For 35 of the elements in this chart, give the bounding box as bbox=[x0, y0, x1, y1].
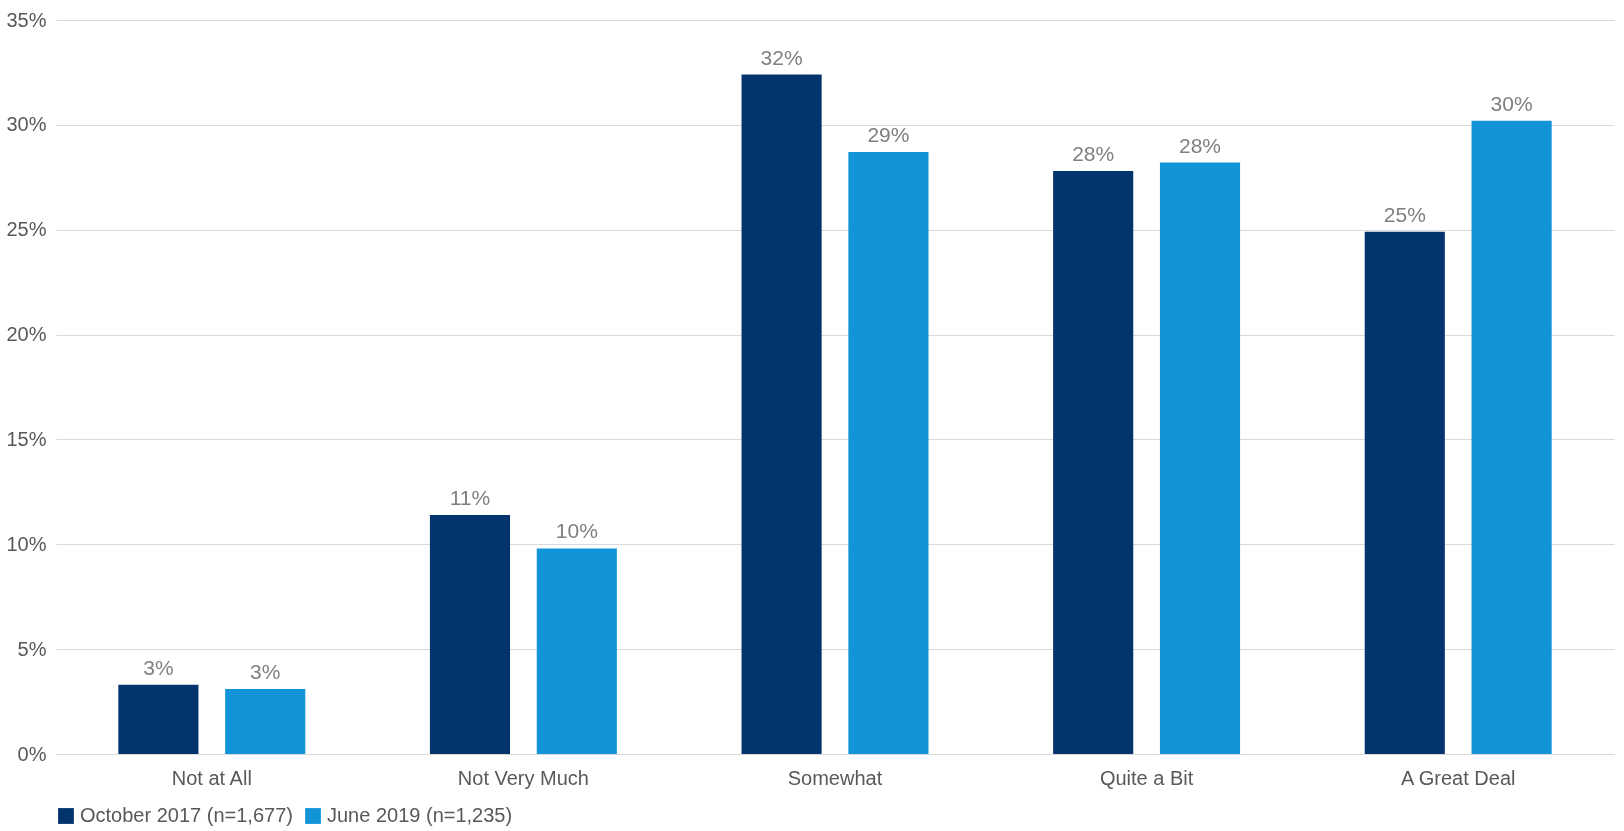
data-label: 11% bbox=[449, 485, 491, 509]
x-tick-label: Not Very Much bbox=[457, 766, 589, 789]
y-tick-label: 5% bbox=[17, 637, 47, 660]
bar bbox=[536, 548, 617, 754]
bar bbox=[429, 514, 511, 754]
bar bbox=[1364, 231, 1445, 754]
bar bbox=[1471, 120, 1552, 754]
data-label: 3% bbox=[143, 655, 174, 679]
data-label: 3% bbox=[250, 659, 281, 683]
x-tick-label: Somewhat bbox=[787, 766, 883, 789]
bar bbox=[741, 74, 822, 754]
bar bbox=[848, 152, 929, 754]
legend-label: October 2017 (n=1,677) bbox=[80, 804, 293, 826]
data-label: 28% bbox=[1072, 141, 1115, 165]
y-tick-label: 10% bbox=[6, 532, 47, 555]
x-tick-label: Quite a Bit bbox=[1099, 766, 1194, 789]
legend-label: June 2019 (n=1,235) bbox=[327, 804, 513, 826]
data-label: 29% bbox=[867, 123, 910, 147]
x-tick-label: A Great Deal bbox=[1400, 766, 1516, 789]
y-tick-label: 35% bbox=[6, 8, 47, 31]
data-label: 32% bbox=[760, 45, 803, 69]
y-tick-label: 0% bbox=[17, 742, 47, 765]
bar bbox=[1053, 170, 1134, 754]
data-label: 28% bbox=[1179, 133, 1222, 157]
data-label: 30% bbox=[1490, 91, 1533, 115]
y-tick-label: 25% bbox=[6, 218, 47, 241]
data-label: 10% bbox=[555, 519, 598, 543]
bar bbox=[118, 684, 199, 754]
y-tick-label: 30% bbox=[6, 113, 47, 136]
bar bbox=[225, 688, 306, 754]
y-tick-label: 20% bbox=[6, 323, 47, 346]
y-tick-label: 15% bbox=[6, 427, 47, 450]
x-tick-label: Not at All bbox=[171, 766, 252, 789]
data-label: 25% bbox=[1383, 202, 1426, 226]
bar bbox=[1159, 162, 1241, 754]
